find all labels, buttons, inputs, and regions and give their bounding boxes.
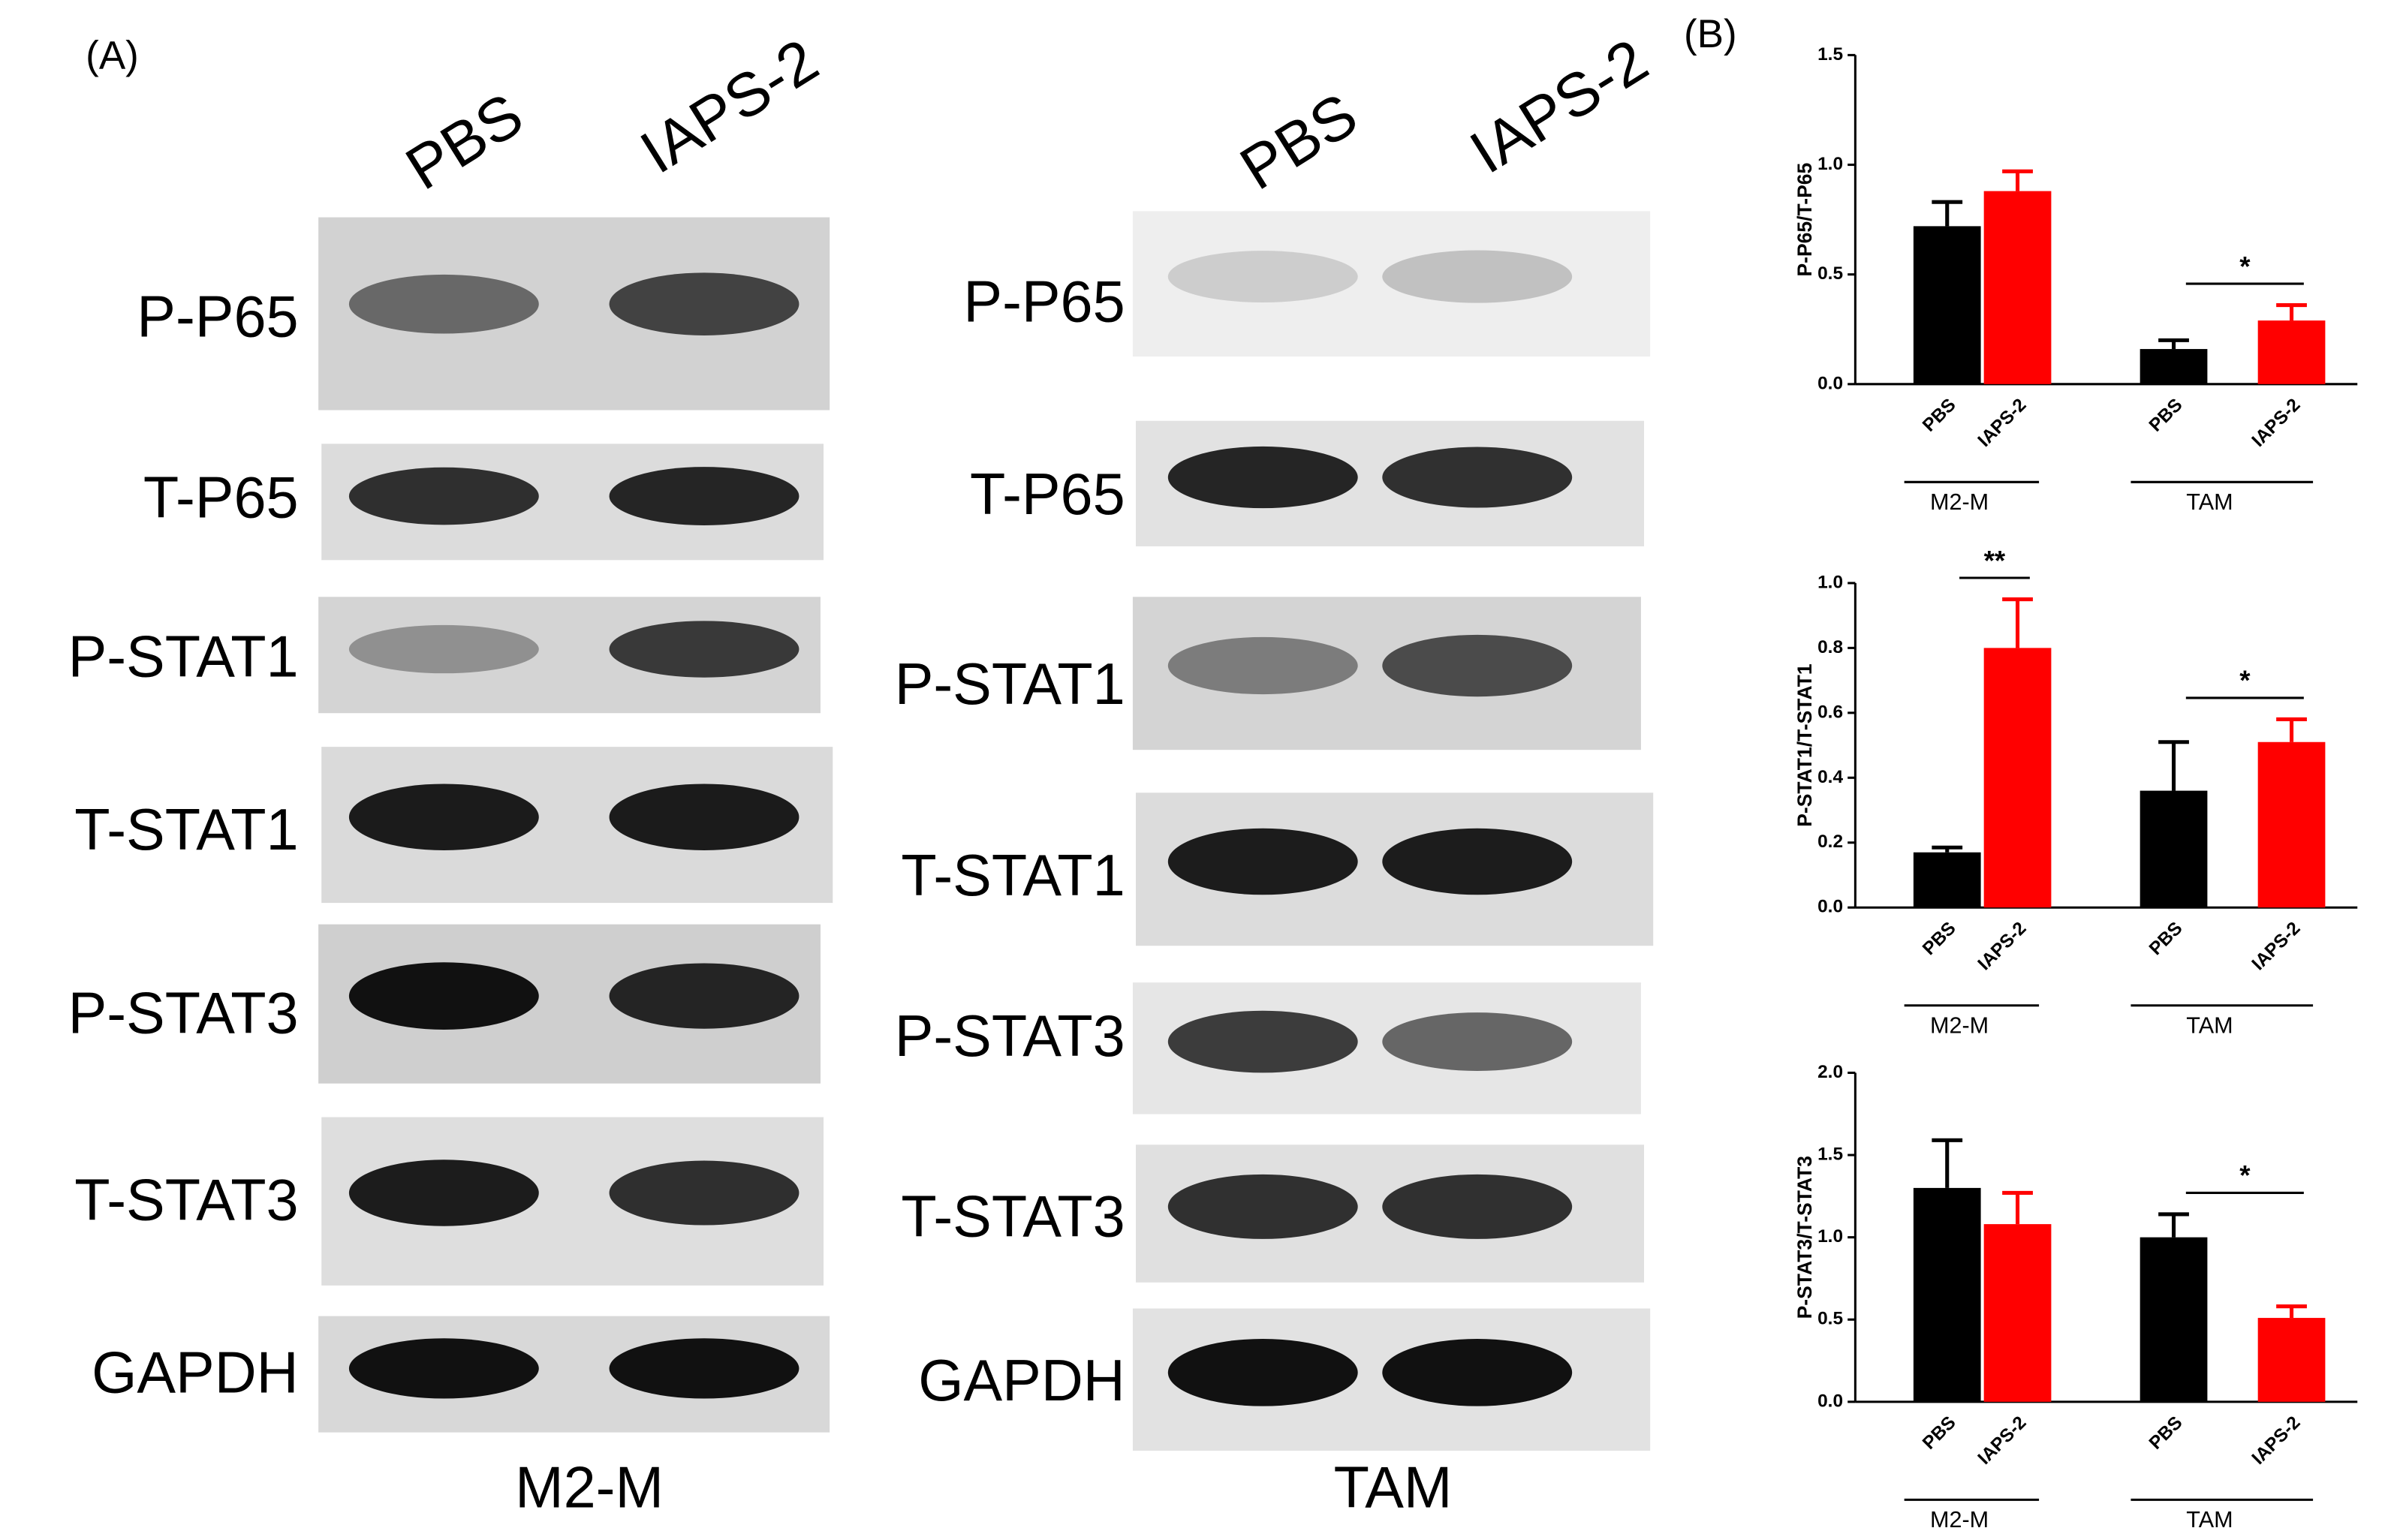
significance-mark: * (2239, 251, 2251, 281)
y-tick-label: 1.5 (1817, 44, 1843, 65)
significance-mark: ** (1984, 545, 2006, 576)
blot-band (1167, 636, 1358, 695)
blot-band (609, 621, 800, 678)
blot-band (609, 1338, 800, 1399)
panel-label: (A) (86, 33, 139, 77)
group-label: M2-M (1930, 489, 1989, 515)
protein-label: T-STAT3 (74, 1168, 298, 1232)
y-axis-label: P-STAT3/T-STAT3 (1793, 1156, 1816, 1319)
blot-band (1167, 828, 1358, 895)
y-tick-label: 0.2 (1817, 832, 1843, 852)
blot-band (609, 1160, 800, 1226)
protein-label: P-P65 (137, 285, 298, 350)
blot-band (348, 784, 539, 850)
blot-band (1382, 250, 1573, 303)
group-label: TAM (1334, 1456, 1453, 1520)
y-tick-label: 0.5 (1817, 1309, 1843, 1329)
y-tick-label: 0.0 (1817, 1391, 1843, 1411)
blot-band (609, 467, 800, 526)
bar (1983, 191, 2052, 384)
y-tick-label: 1.0 (1817, 572, 1843, 592)
bar (1913, 852, 1981, 908)
bar (1983, 648, 2052, 908)
y-tick-label: 0.0 (1817, 897, 1843, 917)
panel-label: (B) (1684, 12, 1737, 56)
group-label: TAM (2186, 1012, 2233, 1038)
bar (2140, 790, 2208, 908)
group-label: M2-M (1930, 1012, 1989, 1038)
blot-band (1382, 634, 1573, 697)
y-tick-label: 1.5 (1817, 1144, 1843, 1165)
blot-band (1167, 1174, 1358, 1239)
blot-band (1167, 1010, 1358, 1073)
y-tick-label: 0.8 (1817, 637, 1843, 657)
y-tick-label: 0.5 (1817, 263, 1843, 284)
y-tick-label: 0.4 (1817, 767, 1843, 787)
bar (2140, 349, 2208, 384)
protein-label: T-P65 (143, 465, 299, 530)
blot-band (1382, 1174, 1573, 1239)
bar (1983, 1224, 2052, 1402)
blot-band (609, 963, 800, 1029)
protein-label: T-STAT1 (74, 798, 298, 862)
y-axis-label: P-P65/T-P65 (1793, 163, 1816, 277)
protein-label: GAPDH (92, 1341, 298, 1406)
protein-label: T-STAT1 (901, 844, 1125, 908)
significance-mark: * (2239, 1160, 2251, 1191)
y-tick-label: 0.6 (1817, 702, 1843, 722)
group-label: M2-M (515, 1456, 664, 1520)
blot-band (348, 274, 539, 334)
blot-strip (1132, 211, 1651, 357)
blot-band (609, 784, 800, 850)
blot-band (1167, 1338, 1358, 1406)
significance-mark: * (2239, 665, 2251, 696)
blot-band (1382, 447, 1573, 508)
protein-label: P-STAT1 (895, 652, 1125, 717)
protein-label: GAPDH (918, 1349, 1125, 1413)
bar (2257, 320, 2326, 384)
blot-band (1167, 251, 1358, 303)
blot-band (348, 1338, 539, 1399)
y-axis-label: P-STAT1/T-STAT1 (1793, 663, 1816, 826)
protein-label: P-P65 (963, 269, 1125, 334)
bar (1913, 1187, 1981, 1402)
bar (1913, 226, 1981, 384)
bar (2140, 1237, 2208, 1402)
blot-band (348, 1160, 539, 1226)
blot-band (1382, 828, 1573, 895)
group-label: M2-M (1930, 1507, 1989, 1532)
group-label: TAM (2186, 1507, 2233, 1532)
y-tick-label: 1.0 (1817, 154, 1843, 174)
protein-label: T-P65 (970, 462, 1125, 527)
blot-band (348, 467, 539, 525)
protein-label: P-STAT3 (895, 1004, 1125, 1069)
blot-band (1167, 446, 1358, 509)
blot-band (1382, 1338, 1573, 1406)
bar (2257, 741, 2326, 908)
blot-band (348, 962, 539, 1030)
protein-label: P-STAT1 (68, 624, 299, 689)
protein-label: T-STAT3 (901, 1185, 1125, 1250)
bar (2257, 1318, 2326, 1402)
y-tick-label: 1.0 (1817, 1226, 1843, 1247)
protein-label: P-STAT3 (68, 982, 299, 1046)
blot-band (348, 624, 539, 674)
blot-band (1382, 1012, 1573, 1071)
blot-band (609, 272, 800, 335)
y-tick-label: 2.0 (1817, 1062, 1843, 1082)
group-label: TAM (2186, 489, 2233, 515)
y-tick-label: 0.0 (1817, 373, 1843, 393)
